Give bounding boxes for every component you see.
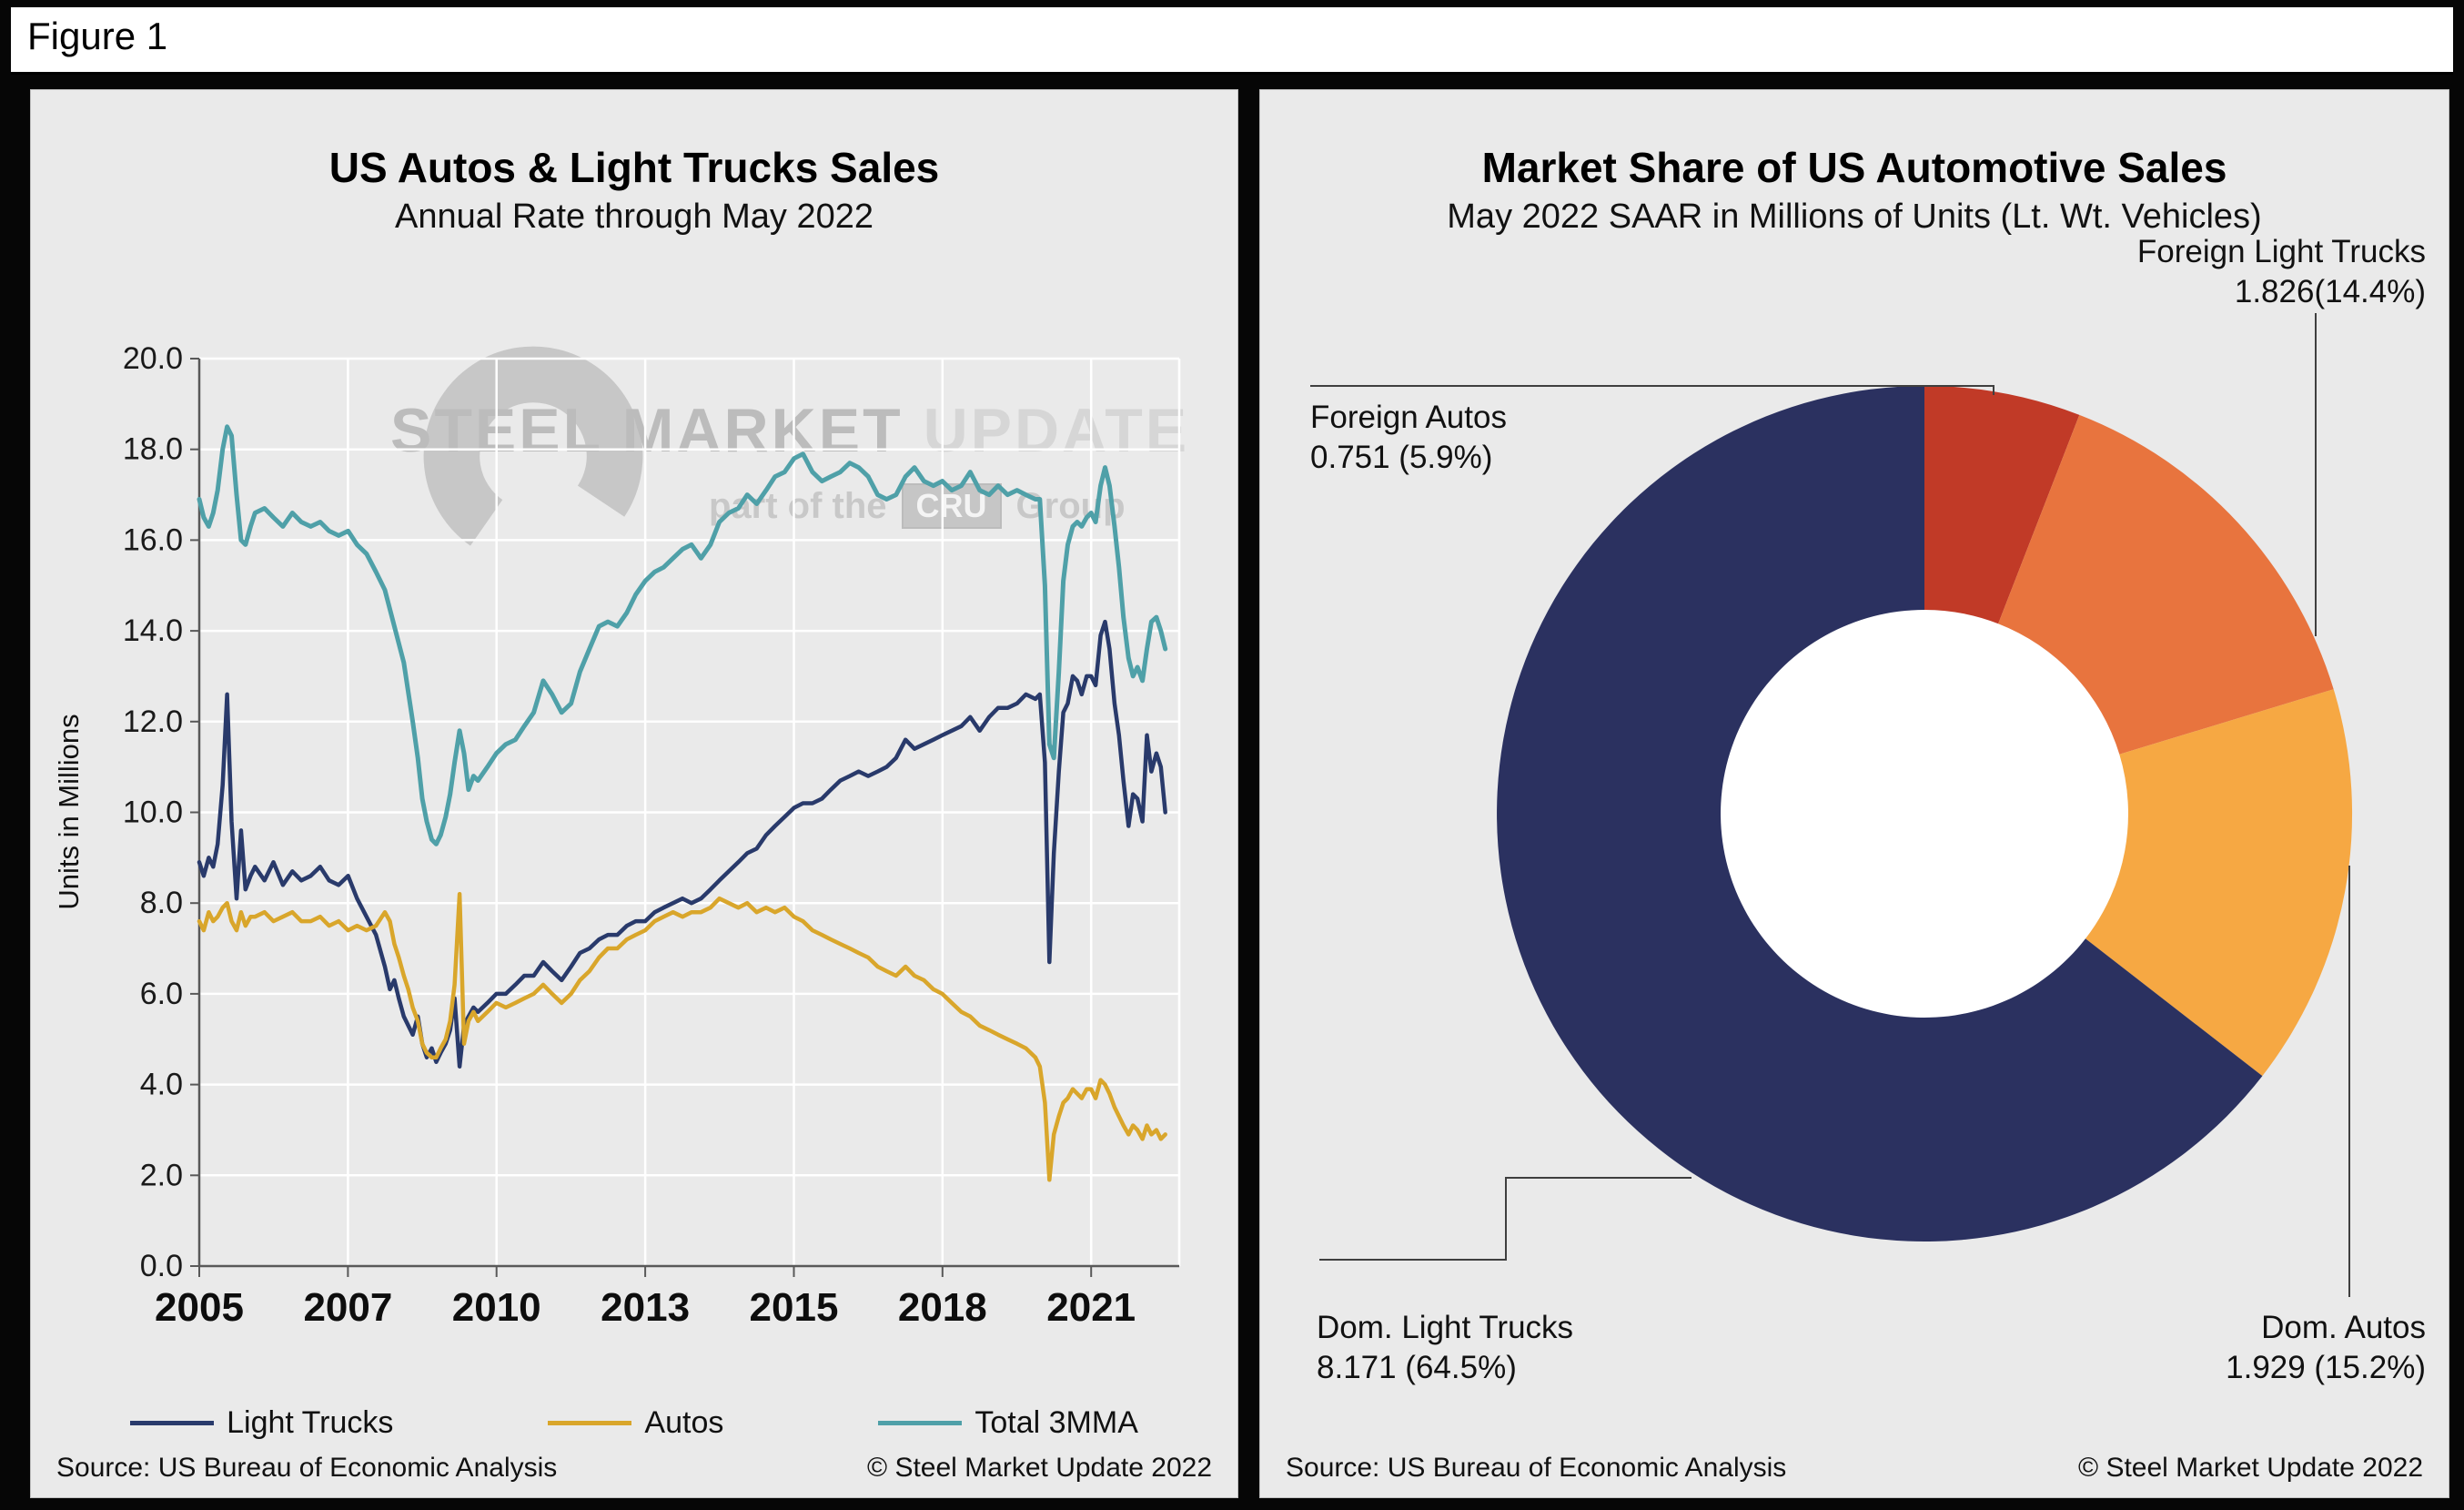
line-chart-footer: Source: US Bureau of Economic Analysis ©… — [56, 1453, 1212, 1484]
svg-text:2018: 2018 — [898, 1285, 987, 1330]
callout-foreign-light-trucks: Foreign Light Trucks 1.826(14.4%) — [2137, 232, 2426, 312]
light-trucks-line-swatch — [130, 1421, 215, 1425]
callout-dom-light-trucks: Dom. Light Trucks 8.171 (64.5%) — [1317, 1308, 1573, 1388]
donut-chart-panel: Market Share of US Automotive Sales May … — [1259, 89, 2449, 1498]
svg-text:2015: 2015 — [750, 1285, 839, 1330]
line-chart: 0.0 2.0 4.0 6.0 8.0 10.0 12.0 14.0 16.0 18.0 20.0 2… — [123, 341, 1181, 1330]
svg-text:2010: 2010 — [452, 1285, 541, 1330]
figure-header: Figure 1 — [11, 7, 2453, 75]
line-chart-panel: US Autos & Light Trucks Sales Annual Rat… — [30, 89, 1238, 1498]
source-text: Source: US Bureau of Economic Analysis — [56, 1453, 558, 1483]
legend-item-total-3mma: Total 3MMA — [878, 1405, 1138, 1441]
callout-dom-light-trucks-value: 8.171 (64.5%) — [1317, 1349, 1517, 1385]
copyright-text: © Steel Market Update 2022 — [867, 1453, 1212, 1483]
svg-text:12.0: 12.0 — [123, 704, 183, 739]
callout-dom-autos: Dom. Autos 1.929 (15.2%) — [2226, 1308, 2426, 1388]
callout-foreign-autos-value: 0.751 (5.9%) — [1310, 439, 1493, 475]
donut-chart — [1310, 313, 2353, 1297]
figure-title: Figure 1 — [27, 15, 168, 57]
svg-text:14.0: 14.0 — [123, 613, 183, 648]
legend-item-light-trucks: Light Trucks — [130, 1405, 393, 1441]
svg-text:2021: 2021 — [1046, 1285, 1136, 1330]
legend-item-autos: Autos — [548, 1405, 723, 1441]
callout-foreign-light-trucks-label: Foreign Light Trucks — [2136, 234, 2426, 269]
callout-foreign-autos-label: Foreign Autos — [1310, 400, 1507, 435]
svg-text:8.0: 8.0 — [140, 886, 183, 920]
copyright-text: © Steel Market Update 2022 — [2078, 1453, 2423, 1483]
legend-label-total-3mma: Total 3MMA — [974, 1405, 1138, 1440]
svg-text:2007: 2007 — [303, 1285, 392, 1330]
source-text: Source: US Bureau of Economic Analysis — [1286, 1453, 1787, 1483]
callout-dom-light-trucks-label: Dom. Light Trucks — [1317, 1310, 1574, 1345]
svg-text:0.0: 0.0 — [140, 1249, 183, 1283]
svg-text:16.0: 16.0 — [123, 522, 183, 557]
donut-chart-subtitle: May 2022 SAAR in Millions of Units (Lt. … — [1447, 198, 2262, 236]
line-chart-subtitle: Annual Rate through May 2022 — [394, 198, 874, 236]
donut-chart-footer: Source: US Bureau of Economic Analysis ©… — [1286, 1453, 2423, 1484]
autos-line-swatch — [548, 1421, 632, 1425]
svg-text:4.0: 4.0 — [140, 1068, 183, 1102]
callout-dom-autos-value: 1.929 (15.2%) — [2226, 1349, 2426, 1385]
legend-label-light-trucks: Light Trucks — [227, 1405, 394, 1440]
callout-foreign-light-trucks-value: 1.826(14.4%) — [2234, 273, 2426, 309]
callout-dom-autos-label: Dom. Autos — [2261, 1310, 2426, 1345]
total-3mma-line-swatch — [878, 1421, 963, 1425]
svg-text:2005: 2005 — [155, 1285, 244, 1330]
svg-text:2013: 2013 — [601, 1285, 690, 1330]
donut-chart-title: Market Share of US Automotive Sales — [1481, 144, 2227, 191]
legend: Light Trucks Autos Total 3MMA — [31, 1405, 1237, 1441]
svg-text:10.0: 10.0 — [123, 796, 183, 830]
callout-foreign-autos: Foreign Autos 0.751 (5.9%) — [1310, 398, 1507, 478]
svg-text:2.0: 2.0 — [140, 1158, 183, 1192]
svg-text:6.0: 6.0 — [140, 977, 183, 1011]
svg-text:18.0: 18.0 — [123, 432, 183, 467]
line-chart-title: US Autos & Light Trucks Sales — [328, 144, 940, 191]
svg-text:20.0: 20.0 — [123, 341, 183, 376]
legend-label-autos: Autos — [644, 1405, 724, 1440]
